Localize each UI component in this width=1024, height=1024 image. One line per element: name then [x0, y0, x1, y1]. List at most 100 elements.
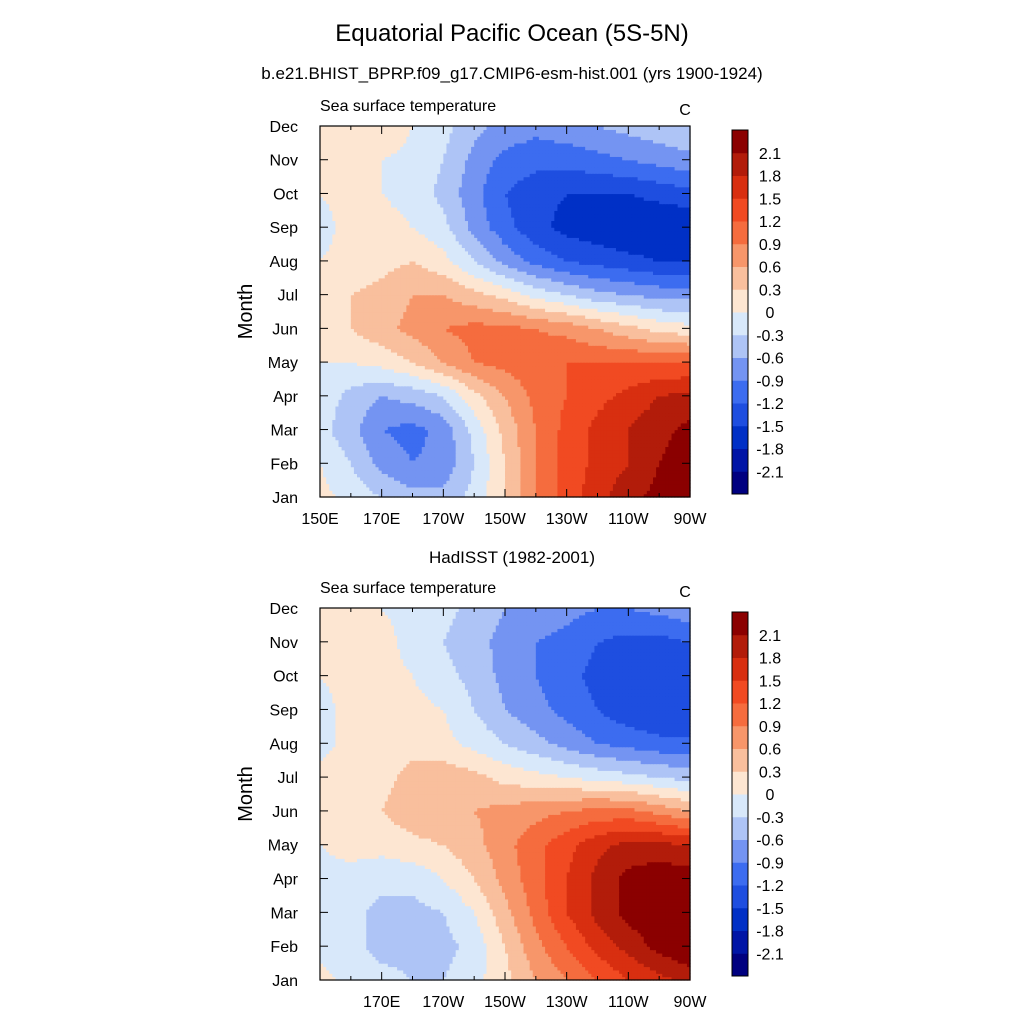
- heatmap-cell: [375, 459, 380, 464]
- heatmap-cell: [548, 476, 552, 481]
- heatmap-cell: [471, 439, 475, 444]
- heatmap-cell: [437, 486, 441, 491]
- heatmap-cell: [671, 459, 676, 464]
- heatmap-cell: [480, 490, 485, 495]
- heatmap-cell: [671, 453, 676, 458]
- heatmap-cell: [464, 443, 469, 448]
- heatmap-cell: [498, 453, 503, 458]
- heatmap-cell: [548, 493, 552, 498]
- heatmap-cell: [338, 466, 343, 471]
- heatmap-cell: [353, 459, 358, 464]
- heatmap-cell: [501, 459, 506, 464]
- heatmap-cell: [591, 490, 596, 495]
- heatmap-cell: [560, 470, 565, 474]
- heatmap-cell: [628, 470, 633, 474]
- heatmap-cell: [446, 459, 451, 464]
- heatmap-cell: [495, 470, 500, 474]
- heatmap-cell: [508, 480, 512, 485]
- heatmap-cell: [582, 493, 586, 498]
- heatmap-cell: [357, 453, 361, 458]
- heatmap-cell: [329, 463, 333, 468]
- heatmap-cell: [390, 493, 395, 498]
- heatmap-cell: [464, 476, 469, 481]
- heatmap-cell: [353, 446, 358, 451]
- heatmap-cell: [369, 439, 374, 444]
- heatmap-cell: [653, 443, 657, 448]
- heatmap-cell: [616, 486, 620, 491]
- heatmap-cell: [683, 459, 688, 464]
- heatmap-cell: [415, 459, 420, 464]
- heatmap-cell: [517, 453, 522, 458]
- heatmap-cell: [458, 480, 463, 485]
- heatmap-cell: [338, 446, 343, 451]
- heatmap-cell: [680, 470, 685, 474]
- heatmap-cell: [665, 449, 670, 454]
- heatmap-cell: [535, 459, 540, 464]
- heatmap-cell: [535, 480, 540, 485]
- heatmap-cell: [477, 486, 481, 491]
- heatmap-cell: [520, 486, 525, 491]
- heatmap-cell: [542, 476, 546, 481]
- heatmap-cell: [628, 483, 633, 488]
- heatmap-cell: [625, 439, 629, 444]
- heatmap-cell: [363, 449, 367, 454]
- heatmap-cell: [532, 480, 537, 485]
- heatmap-cell: [526, 470, 531, 474]
- heatmap-cell: [517, 483, 522, 488]
- heatmap-cell: [566, 453, 571, 458]
- heatmap-cell: [548, 473, 552, 478]
- heatmap-cell: [606, 493, 611, 498]
- heatmap-cell: [594, 449, 599, 454]
- heatmap-cell: [554, 453, 559, 458]
- heatmap-cell: [572, 463, 577, 468]
- heatmap-cell: [579, 456, 583, 461]
- heatmap-cell: [452, 493, 457, 498]
- heatmap-cell: [505, 473, 509, 478]
- heatmap-cell: [394, 466, 398, 471]
- heatmap-cell: [350, 473, 355, 478]
- heatmap-cell: [677, 453, 682, 458]
- heatmap-cell: [387, 439, 392, 444]
- heatmap-cell: [575, 446, 580, 451]
- heatmap-cell: [560, 490, 565, 495]
- heatmap-cell: [631, 473, 636, 478]
- heatmap-cell: [600, 463, 605, 468]
- heatmap-cell: [616, 480, 620, 485]
- heatmap-cell: [505, 493, 509, 498]
- heatmap-cell: [526, 443, 531, 448]
- heatmap-cell: [347, 466, 352, 471]
- heatmap-cell: [489, 480, 494, 485]
- heatmap-cell: [461, 486, 466, 491]
- heatmap-cell: [492, 486, 497, 491]
- heatmap-cell: [505, 439, 509, 444]
- heatmap-cell: [461, 439, 466, 444]
- heatmap-cell: [477, 449, 481, 454]
- heatmap-cell: [680, 449, 685, 454]
- heatmap-cell: [357, 470, 361, 474]
- heatmap-cell: [418, 486, 423, 491]
- heatmap-cell: [431, 459, 435, 464]
- heatmap-cell: [341, 443, 346, 448]
- heatmap-cell: [461, 443, 466, 448]
- heatmap-cell: [628, 459, 633, 464]
- heatmap-cell: [406, 473, 411, 478]
- heatmap-cell: [606, 480, 611, 485]
- heatmap-cell: [532, 439, 537, 444]
- heatmap-cell: [569, 486, 574, 491]
- heatmap-cell: [332, 449, 337, 454]
- heatmap-cell: [551, 449, 555, 454]
- heatmap-cell: [372, 466, 377, 471]
- heatmap-cell: [381, 480, 386, 485]
- heatmap-cell: [514, 490, 518, 495]
- heatmap-cell: [431, 456, 435, 461]
- heatmap-cell: [378, 459, 383, 464]
- heatmap-cell: [461, 459, 466, 464]
- heatmap-cell: [637, 446, 642, 451]
- heatmap-cell: [591, 463, 596, 468]
- heatmap-cell: [625, 483, 629, 488]
- heatmap-cell: [452, 439, 457, 444]
- heatmap-cell: [554, 486, 559, 491]
- heatmap-cell: [421, 490, 426, 495]
- heatmap-cell: [443, 466, 448, 471]
- heatmap-cell: [495, 466, 500, 471]
